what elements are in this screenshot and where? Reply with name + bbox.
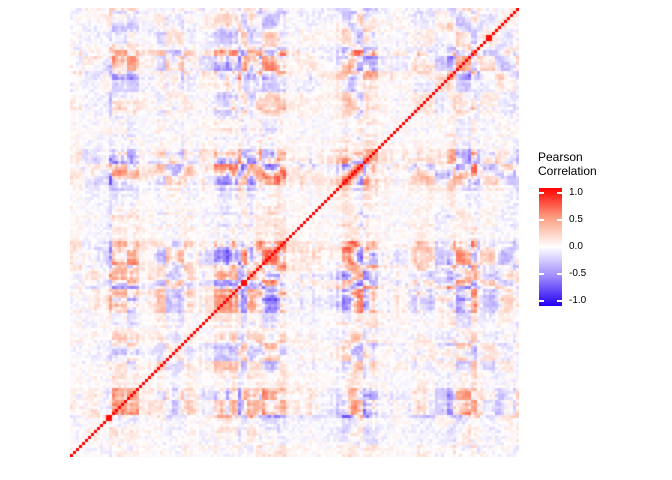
colorbar-tick-mark: [557, 192, 562, 194]
colorbar-tick-mark: [557, 246, 562, 248]
legend-tick-label: -1.0: [569, 295, 587, 306]
legend-title: Pearson Correlation: [538, 150, 668, 178]
heatmap-panel: [70, 8, 519, 457]
colorbar-tick-mark: [557, 219, 562, 221]
legend: Pearson Correlation 1.0 0.5 0.0 -0.5 -1.0: [538, 150, 668, 306]
legend-title-line-2: Correlation: [538, 164, 597, 178]
legend-title-line-1: Pearson: [538, 150, 583, 164]
colorbar-gradient: [539, 188, 562, 306]
legend-tick-label: 0.5: [569, 214, 583, 225]
colorbar-tick-mark: [539, 300, 544, 302]
legend-tick-label: 1.0: [569, 187, 583, 198]
colorbar-tick-mark: [557, 300, 562, 302]
colorbar-tick-mark: [539, 192, 544, 194]
legend-tick-label: 0.0: [569, 241, 583, 252]
colorbar-tick-mark: [539, 273, 544, 275]
colorbar-tick-mark: [539, 219, 544, 221]
colorbar-tick-mark: [539, 246, 544, 248]
colorbar-tick-mark: [557, 273, 562, 275]
legend-tick-label: -0.5: [569, 268, 587, 279]
legend-colorbar: 1.0 0.5 0.0 -0.5 -1.0: [539, 188, 586, 306]
